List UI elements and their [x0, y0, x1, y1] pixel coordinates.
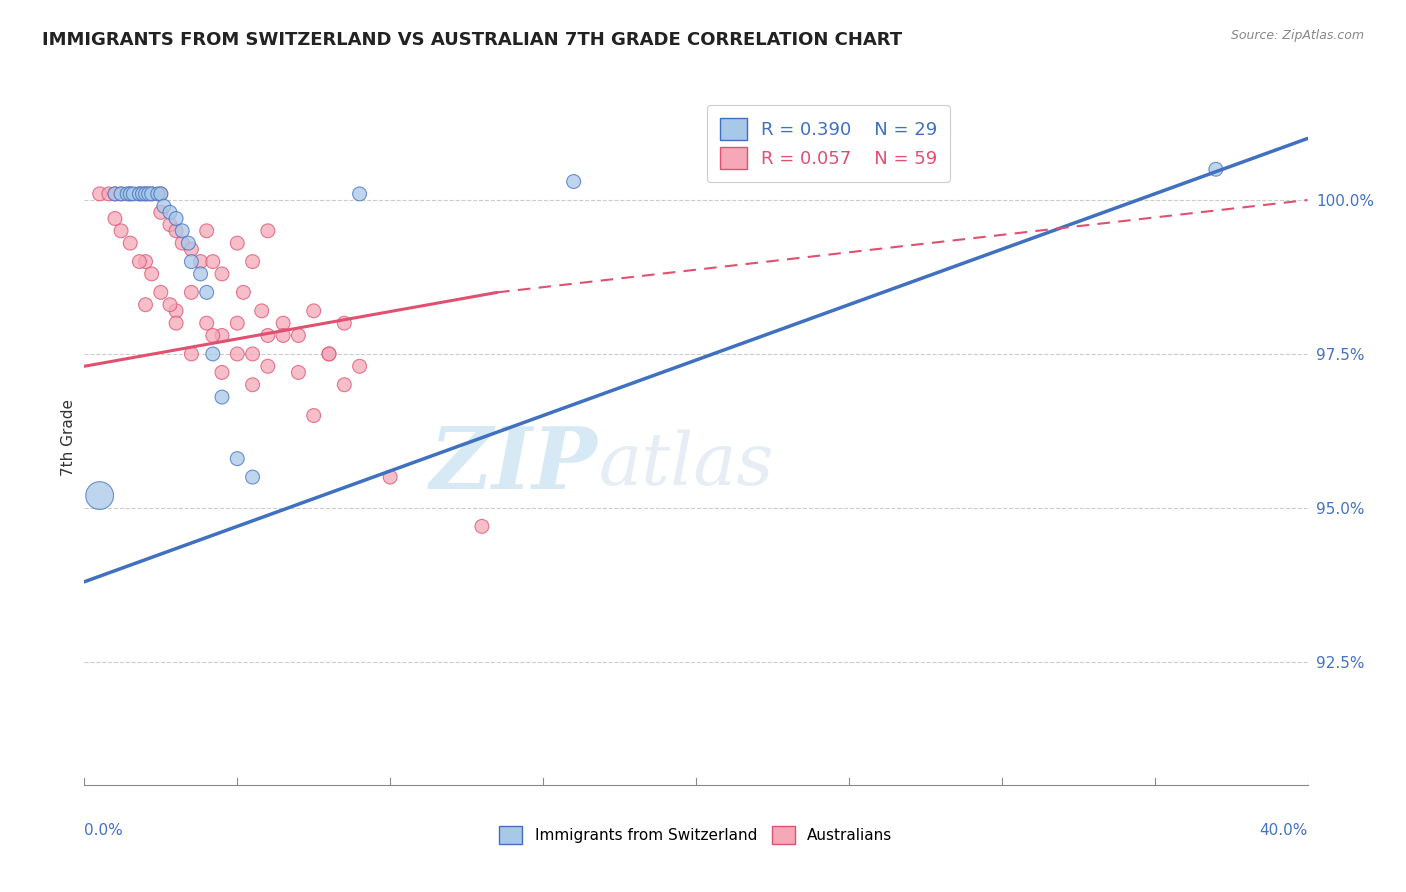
Point: [172, 224, 194, 238]
Text: 0.0%: 0.0%: [84, 823, 124, 838]
Point: [201, 328, 224, 343]
Point: [149, 205, 172, 219]
Point: [89, 186, 111, 201]
Point: [131, 186, 153, 201]
Point: [242, 254, 264, 268]
Text: ZIP: ZIP: [430, 423, 598, 507]
Point: [97, 186, 120, 201]
Point: [333, 316, 356, 330]
Point: [128, 186, 150, 201]
Point: [104, 186, 127, 201]
Point: [165, 316, 187, 330]
Point: [226, 451, 249, 466]
Point: [211, 328, 233, 343]
Point: [128, 254, 150, 268]
Point: [180, 285, 202, 300]
Point: [165, 303, 187, 318]
Point: [349, 359, 371, 374]
Point: [226, 347, 249, 361]
Point: [271, 316, 294, 330]
Point: [141, 186, 163, 201]
Point: [104, 186, 127, 201]
Point: [110, 186, 132, 201]
Point: [195, 285, 218, 300]
Point: [120, 186, 142, 201]
Point: [159, 218, 181, 232]
Point: [195, 224, 218, 238]
Point: [89, 489, 111, 503]
Point: [201, 347, 224, 361]
Point: [110, 186, 132, 201]
Point: [226, 236, 249, 251]
Point: [149, 285, 172, 300]
Point: [190, 254, 212, 268]
Point: [211, 267, 233, 281]
Point: [302, 303, 325, 318]
Point: [172, 236, 194, 251]
Point: [190, 267, 212, 281]
Point: [242, 377, 264, 392]
Point: [159, 205, 181, 219]
Point: [180, 254, 202, 268]
Point: [242, 347, 264, 361]
Point: [141, 267, 163, 281]
Point: [135, 298, 157, 312]
Point: [195, 316, 218, 330]
Point: [1205, 162, 1227, 177]
Point: [302, 409, 325, 423]
Point: [257, 224, 280, 238]
Point: [287, 328, 309, 343]
Point: [257, 328, 280, 343]
Point: [138, 186, 160, 201]
Point: [898, 162, 921, 177]
Text: atlas: atlas: [598, 430, 773, 500]
Point: [165, 224, 187, 238]
Point: [226, 316, 249, 330]
Point: [250, 303, 273, 318]
Point: [146, 186, 169, 201]
Point: [318, 347, 340, 361]
Point: [271, 328, 294, 343]
Point: [153, 199, 176, 213]
Point: [380, 470, 402, 484]
Point: [104, 211, 127, 226]
Point: [333, 377, 356, 392]
Y-axis label: 7th Grade: 7th Grade: [60, 399, 76, 475]
Point: [110, 224, 132, 238]
Point: [201, 254, 224, 268]
Point: [180, 242, 202, 256]
Point: [149, 186, 172, 201]
Point: [318, 347, 340, 361]
Point: [120, 186, 142, 201]
Point: [141, 186, 163, 201]
Text: Source: ZipAtlas.com: Source: ZipAtlas.com: [1230, 29, 1364, 42]
Point: [562, 175, 585, 189]
Point: [135, 186, 157, 201]
Point: [211, 366, 233, 380]
Point: [135, 186, 157, 201]
Point: [211, 390, 233, 404]
Point: [120, 236, 142, 251]
Point: [165, 211, 187, 226]
Legend: Immigrants from Switzerland, Australians: Immigrants from Switzerland, Australians: [494, 820, 898, 850]
Point: [232, 285, 254, 300]
Point: [128, 186, 150, 201]
Point: [349, 186, 371, 201]
Point: [135, 254, 157, 268]
Point: [471, 519, 494, 533]
Text: 40.0%: 40.0%: [1260, 823, 1308, 838]
Point: [159, 298, 181, 312]
Point: [115, 186, 138, 201]
Point: [257, 359, 280, 374]
Point: [122, 186, 145, 201]
Point: [180, 347, 202, 361]
Point: [242, 470, 264, 484]
Point: [149, 186, 172, 201]
Point: [287, 366, 309, 380]
Point: [177, 236, 200, 251]
Text: IMMIGRANTS FROM SWITZERLAND VS AUSTRALIAN 7TH GRADE CORRELATION CHART: IMMIGRANTS FROM SWITZERLAND VS AUSTRALIA…: [42, 31, 903, 49]
